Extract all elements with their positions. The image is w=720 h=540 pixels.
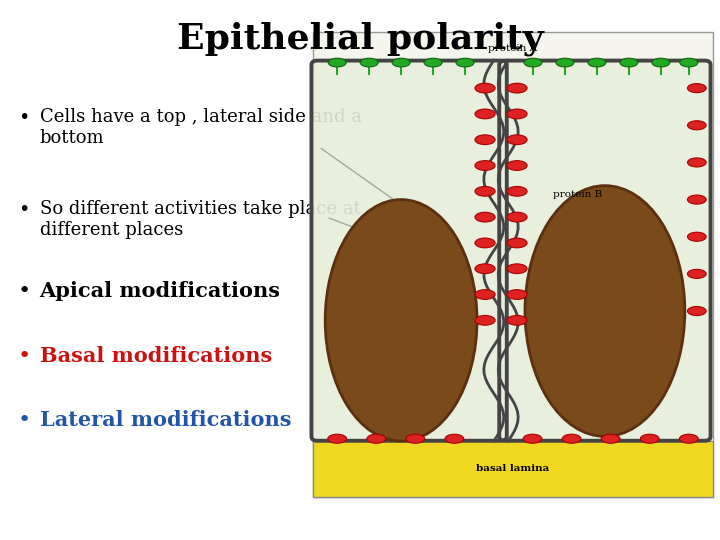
- Text: •: •: [18, 346, 31, 366]
- Ellipse shape: [680, 58, 698, 67]
- Bar: [501, 60, 713, 441]
- Ellipse shape: [456, 58, 474, 67]
- Bar: [313, 60, 501, 441]
- Ellipse shape: [620, 58, 638, 67]
- Ellipse shape: [475, 186, 495, 196]
- Text: Epithelial polarity: Epithelial polarity: [176, 22, 544, 56]
- Ellipse shape: [523, 434, 542, 443]
- Ellipse shape: [688, 232, 706, 241]
- Ellipse shape: [640, 434, 659, 443]
- Ellipse shape: [688, 158, 706, 167]
- Text: •: •: [18, 200, 30, 219]
- Ellipse shape: [475, 264, 495, 274]
- Ellipse shape: [360, 58, 378, 67]
- Text: •: •: [18, 108, 30, 127]
- Ellipse shape: [475, 160, 495, 171]
- Ellipse shape: [475, 212, 495, 222]
- Bar: [313, 441, 713, 497]
- Ellipse shape: [475, 238, 495, 248]
- Text: Apical modifications: Apical modifications: [40, 281, 281, 301]
- Text: •: •: [18, 410, 31, 430]
- Ellipse shape: [507, 109, 527, 119]
- Ellipse shape: [688, 307, 706, 315]
- Bar: [313, 32, 713, 497]
- Text: So different activities take place at
different places: So different activities take place at di…: [40, 200, 360, 239]
- Ellipse shape: [680, 434, 698, 443]
- Ellipse shape: [524, 58, 542, 67]
- Ellipse shape: [556, 58, 574, 67]
- Ellipse shape: [601, 434, 620, 443]
- Ellipse shape: [507, 264, 527, 274]
- Ellipse shape: [688, 121, 706, 130]
- Ellipse shape: [475, 135, 495, 145]
- Text: •: •: [18, 281, 31, 301]
- Ellipse shape: [406, 434, 425, 443]
- Text: protein B: protein B: [553, 190, 602, 199]
- Ellipse shape: [507, 289, 527, 299]
- Ellipse shape: [475, 315, 495, 325]
- Ellipse shape: [507, 315, 527, 325]
- Ellipse shape: [475, 109, 495, 119]
- Ellipse shape: [525, 186, 685, 436]
- Ellipse shape: [507, 212, 527, 222]
- Ellipse shape: [367, 434, 386, 443]
- Ellipse shape: [652, 58, 670, 67]
- Ellipse shape: [424, 58, 442, 67]
- Ellipse shape: [688, 269, 706, 279]
- Ellipse shape: [688, 195, 706, 204]
- Ellipse shape: [392, 58, 410, 67]
- Ellipse shape: [507, 160, 527, 171]
- Ellipse shape: [507, 83, 527, 93]
- Ellipse shape: [588, 58, 606, 67]
- Ellipse shape: [507, 238, 527, 248]
- Ellipse shape: [328, 58, 346, 67]
- Ellipse shape: [325, 200, 477, 441]
- Ellipse shape: [475, 289, 495, 299]
- Ellipse shape: [562, 434, 581, 443]
- Ellipse shape: [445, 434, 464, 443]
- Ellipse shape: [328, 434, 346, 443]
- Ellipse shape: [688, 84, 706, 93]
- Text: Basal modifications: Basal modifications: [40, 346, 272, 366]
- Ellipse shape: [507, 135, 527, 145]
- Text: Cells have a top , lateral side and a
bottom: Cells have a top , lateral side and a bo…: [40, 108, 361, 147]
- Ellipse shape: [507, 186, 527, 196]
- Ellipse shape: [475, 83, 495, 93]
- Text: protein A: protein A: [488, 44, 538, 53]
- Text: basal lamina: basal lamina: [477, 464, 549, 474]
- Text: Lateral modifications: Lateral modifications: [40, 410, 291, 430]
